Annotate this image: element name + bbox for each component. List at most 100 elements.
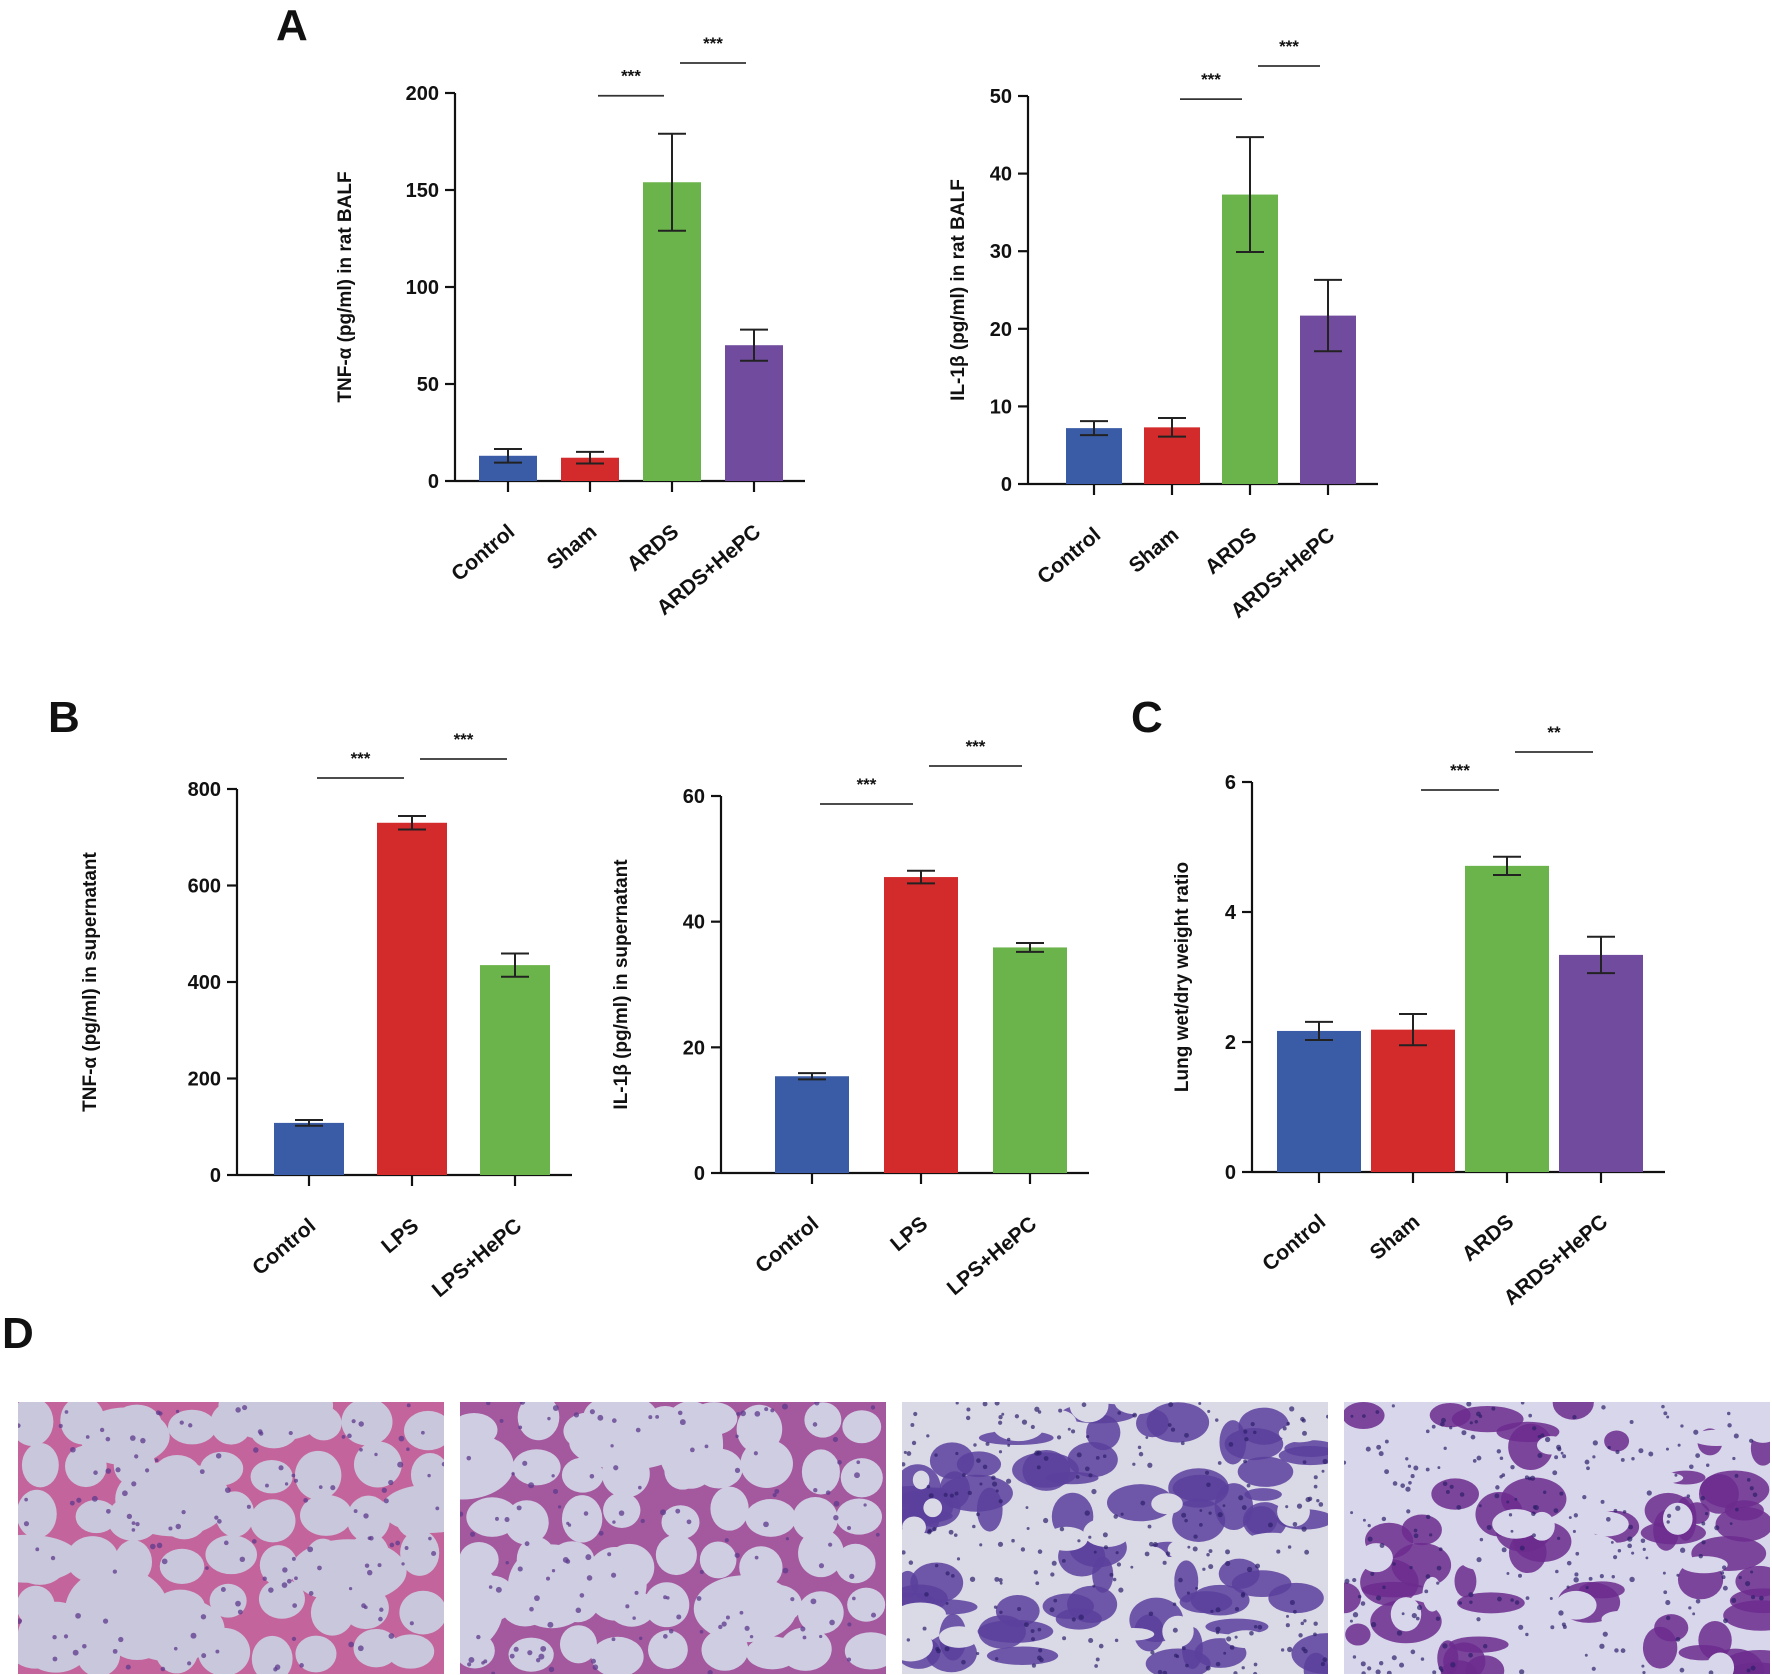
nucleus [1411, 1612, 1417, 1619]
nucleus [237, 1609, 243, 1615]
nucleus [1615, 1450, 1620, 1455]
tissue-cluster [978, 1615, 1026, 1649]
nucleus [1005, 1478, 1012, 1484]
nucleus [1466, 1402, 1472, 1407]
nucleus [1215, 1626, 1221, 1632]
nucleus [1553, 1508, 1559, 1514]
nucleus [406, 1403, 411, 1408]
nucleus [1413, 1528, 1418, 1533]
nucleus [1692, 1612, 1696, 1616]
nucleus [383, 1498, 389, 1504]
y-axis-label: TNF-α (pg/ml) in supernatant [80, 851, 101, 1111]
y-axis-label: IL-1β (pg/ml) in supernatant [611, 859, 632, 1110]
nucleus [175, 1523, 182, 1530]
nucleus [348, 1641, 354, 1648]
nucleus [926, 1434, 930, 1438]
nucleus [291, 1556, 296, 1561]
nucleus [538, 1653, 545, 1660]
nucleus [1233, 1671, 1238, 1674]
nucleus [1445, 1489, 1450, 1494]
nucleus [945, 1571, 950, 1576]
alveolar-space [250, 1499, 296, 1543]
bar [1371, 1029, 1455, 1172]
nucleus [1313, 1484, 1318, 1489]
nucleus [1676, 1573, 1680, 1577]
nucleus [505, 1560, 509, 1565]
nucleus [1666, 1513, 1672, 1518]
nucleus [1088, 1637, 1094, 1644]
alveolar-space [710, 1486, 749, 1531]
nucleus [1746, 1668, 1751, 1673]
nucleus [1689, 1464, 1694, 1470]
nucleus [1184, 1518, 1188, 1523]
nucleus [1557, 1446, 1562, 1452]
nucleus [1367, 1536, 1373, 1542]
nucleus [1722, 1585, 1728, 1591]
air-space [1680, 1556, 1728, 1574]
nucleus [18, 1618, 22, 1624]
nucleus [1510, 1464, 1515, 1470]
nucleus [1226, 1636, 1232, 1642]
nucleus [1094, 1664, 1098, 1668]
nucleus [1241, 1505, 1247, 1510]
nucleus [460, 1511, 464, 1517]
air-space [902, 1516, 926, 1539]
nucleus [1320, 1662, 1325, 1667]
nucleus [1172, 1602, 1177, 1606]
nucleus [1494, 1493, 1500, 1499]
air-space [912, 1470, 930, 1490]
nucleus [1744, 1580, 1751, 1587]
chart-il1b-rat-balf: 0 10 20 30 40 50 IL-1β (pg/ml) in rat BALF Cont… [948, 37, 1378, 623]
alveolar-space [353, 1441, 402, 1488]
category-label: Sham [1125, 523, 1184, 577]
nucleus [1391, 1404, 1395, 1408]
nucleus [591, 1658, 596, 1664]
nucleus [902, 1550, 906, 1555]
nucleus [35, 1547, 40, 1552]
nucleus [613, 1465, 619, 1471]
nucleus [1665, 1600, 1671, 1606]
nucleus [201, 1653, 207, 1659]
nucleus [655, 1414, 660, 1419]
nucleus [1360, 1661, 1366, 1667]
nucleus [1425, 1574, 1431, 1579]
alveolar-space [504, 1500, 549, 1545]
air-space [1246, 1532, 1298, 1548]
nucleus [1552, 1470, 1558, 1476]
y-tick-label: 40 [990, 164, 1012, 186]
nucleus [534, 1595, 540, 1602]
nucleus [1442, 1481, 1448, 1487]
nucleus [1234, 1606, 1240, 1612]
nucleus [1731, 1597, 1737, 1604]
nucleus [1193, 1534, 1198, 1539]
nucleus [388, 1633, 395, 1639]
nucleus [125, 1664, 131, 1670]
histology-image-ards [902, 1402, 1328, 1674]
bar [1559, 954, 1643, 1172]
nucleus [168, 1526, 173, 1531]
air-space [1555, 1590, 1597, 1620]
nucleus [954, 1491, 959, 1496]
tissue-cluster [910, 1562, 964, 1604]
nucleus [546, 1576, 551, 1581]
nucleus [1014, 1414, 1020, 1419]
nucleus [551, 1569, 556, 1573]
nucleus [1701, 1521, 1706, 1526]
nucleus [592, 1664, 599, 1670]
nucleus [1362, 1518, 1366, 1522]
nucleus [378, 1616, 383, 1622]
nucleus [357, 1645, 364, 1652]
nucleus [1026, 1526, 1030, 1531]
category-label: ARDS+HePC [1500, 1210, 1613, 1310]
y-tick-label: 0 [1001, 474, 1012, 496]
nucleus [785, 1537, 790, 1541]
tissue-cluster [1344, 1582, 1361, 1614]
nucleus [518, 1425, 523, 1430]
nucleus [1425, 1514, 1431, 1520]
alveolar-space [168, 1409, 217, 1445]
nucleus [1405, 1486, 1411, 1492]
nucleus [1559, 1491, 1564, 1496]
nucleus [330, 1485, 336, 1491]
nucleus [1062, 1636, 1067, 1641]
nucleus [1704, 1511, 1709, 1516]
